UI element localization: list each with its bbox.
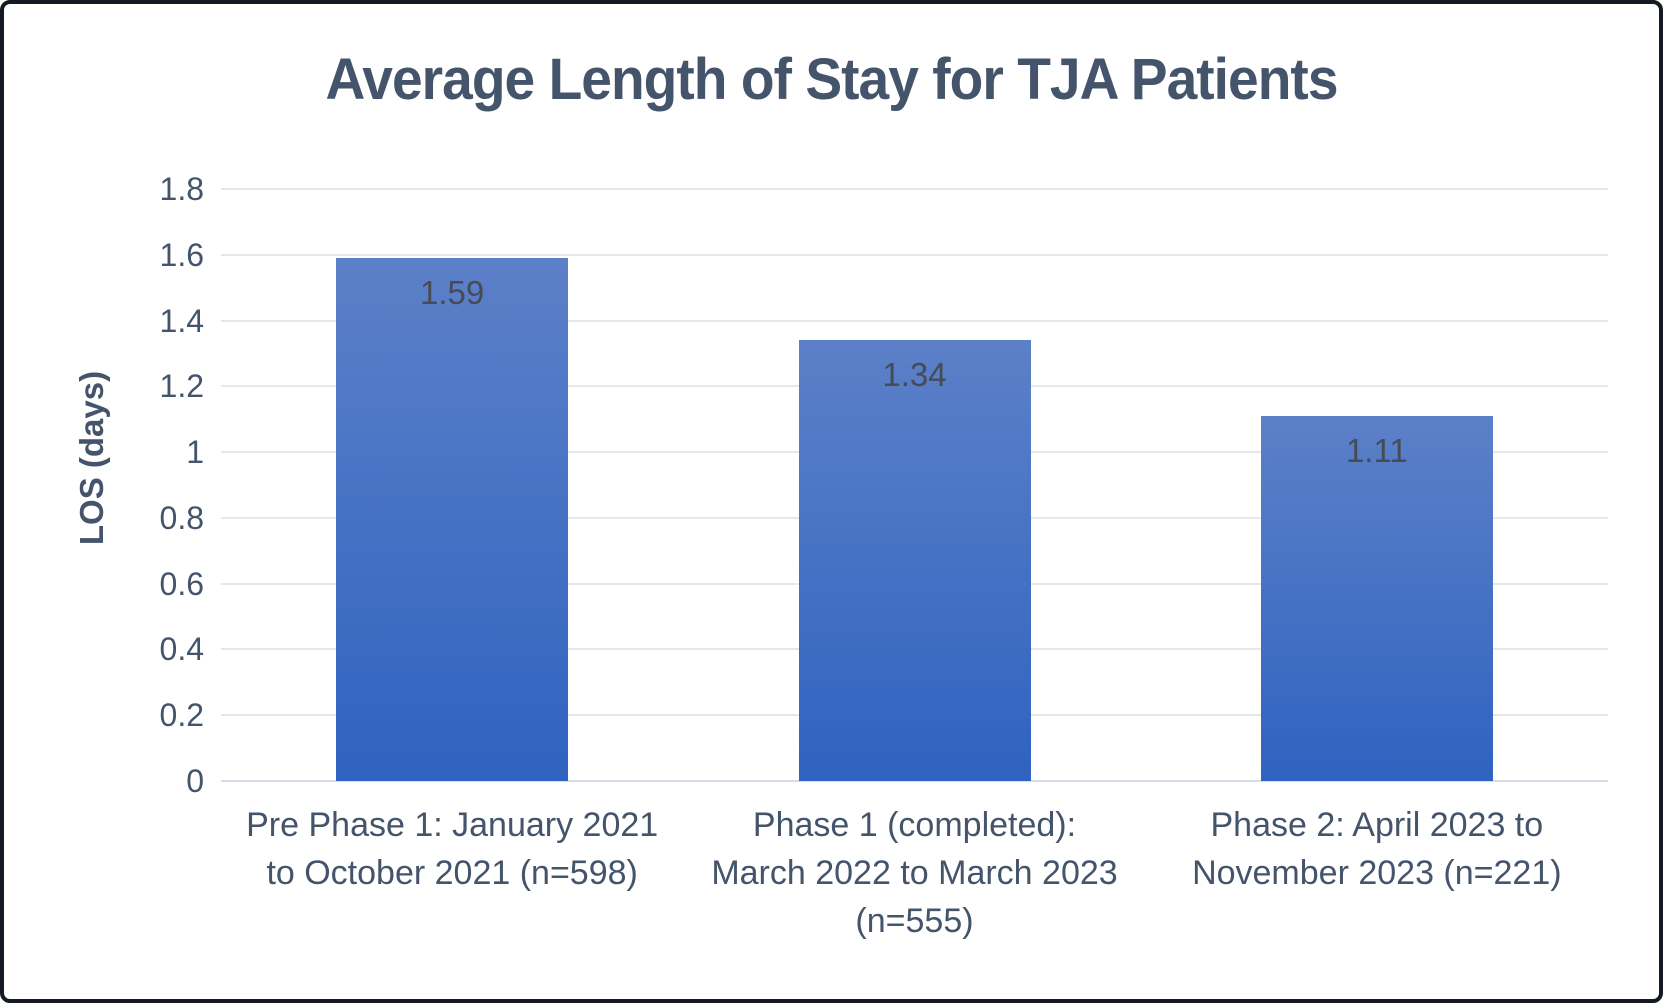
- y-tick-label: 1.2: [159, 368, 204, 405]
- bar: 1.11: [1260, 415, 1493, 781]
- bar-value-label: 1.59: [420, 274, 485, 312]
- y-tick-labels: 0 0.2 0.4 0.6 0.8 1 1.2 1.4 1.6 1.8: [44, 171, 204, 799]
- x-category-label: Phase 1 (completed): March 2022 to March…: [711, 806, 1118, 940]
- x-category-label: Phase 2: April 2023 to November 2023 (n=…: [1192, 806, 1562, 892]
- plot-area: 1.59 1.34 1.11: [221, 188, 1608, 782]
- gridline: [221, 188, 1608, 190]
- x-category-labels: Pre Phase 1: January 2021 to October 202…: [4, 801, 1659, 961]
- y-tick-label: 0.6: [159, 565, 204, 602]
- y-tick-label: 1: [186, 434, 204, 471]
- bar-value-label: 1.11: [1345, 431, 1408, 469]
- x-category-label: Pre Phase 1: January 2021 to October 202…: [246, 806, 659, 892]
- y-tick-label: 1.6: [159, 236, 204, 273]
- y-tick-label: 1.8: [159, 171, 204, 207]
- bar-value-label: 1.34: [882, 356, 947, 394]
- gridline: [221, 253, 1608, 256]
- y-tick-label: 0.8: [159, 499, 204, 536]
- chart-title: Average Length of Stay for TJA Patients: [325, 47, 1338, 112]
- gridline: [221, 319, 1608, 322]
- y-tick-label: 0: [186, 763, 204, 799]
- y-tick-label: 0.4: [159, 631, 204, 668]
- y-tick-label: 0.2: [159, 697, 204, 734]
- x-axis-line: [221, 780, 1608, 782]
- y-tick-label: 1.4: [159, 302, 204, 339]
- bar: 1.34: [798, 340, 1031, 781]
- bar: 1.59: [336, 258, 569, 781]
